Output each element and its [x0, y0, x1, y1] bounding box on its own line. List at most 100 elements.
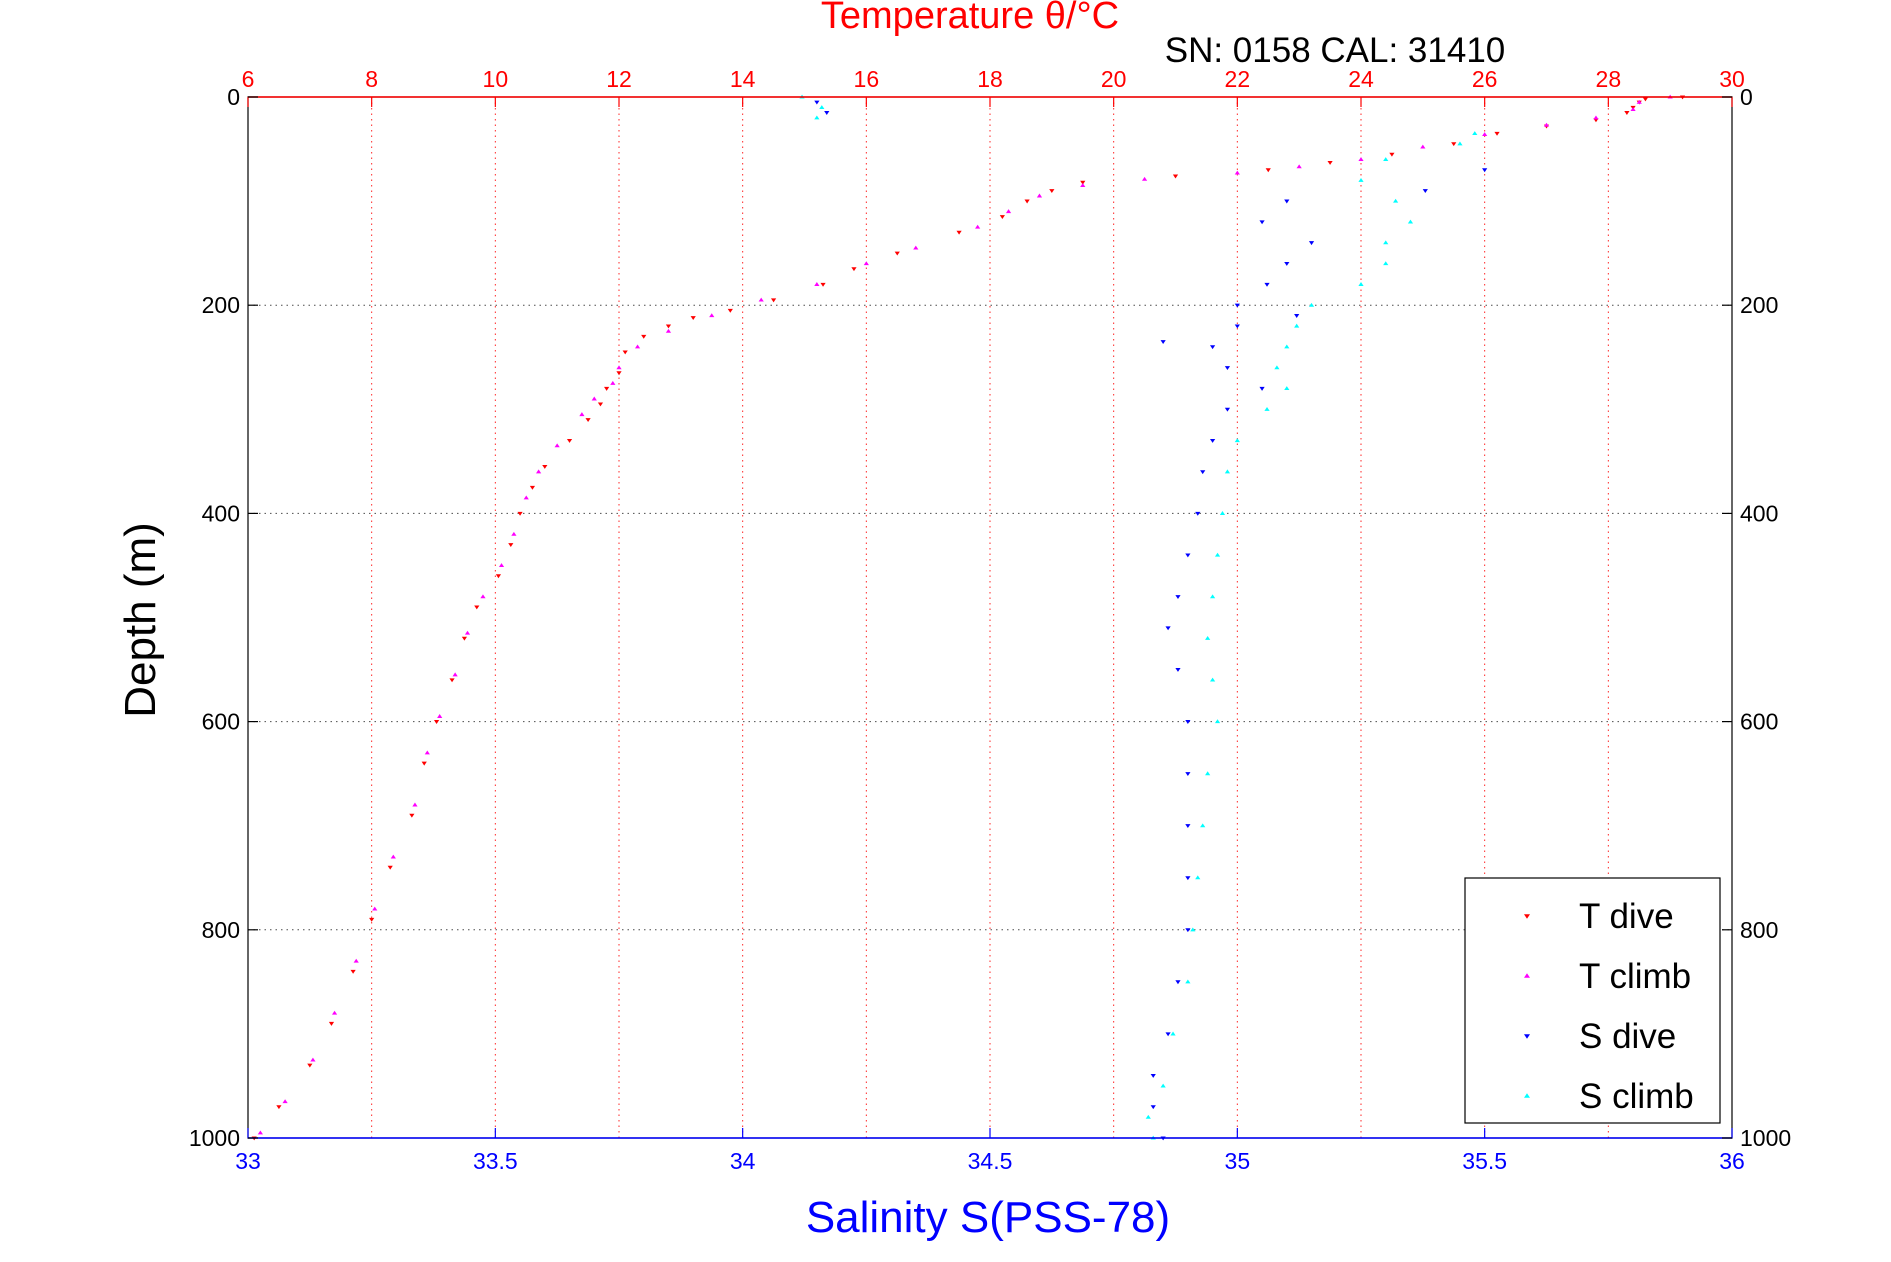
data-point — [257, 1130, 263, 1135]
data-point — [591, 396, 597, 401]
data-point — [894, 251, 900, 256]
data-point — [999, 215, 1005, 220]
data-point — [390, 854, 396, 859]
right-axis-tick-label: 800 — [1740, 917, 1778, 943]
data-point — [1195, 511, 1201, 516]
right-axis-tick-label: 400 — [1740, 500, 1778, 526]
legend-label: S climb — [1579, 1077, 1694, 1116]
data-point — [372, 906, 378, 911]
data-point — [1200, 823, 1206, 828]
data-point — [328, 1021, 335, 1026]
data-point — [1172, 174, 1179, 179]
data-point — [758, 297, 764, 302]
data-point — [1284, 386, 1290, 391]
data-point — [1358, 157, 1364, 162]
data-point — [1160, 340, 1166, 344]
data-point — [863, 261, 869, 266]
right-axis-tick-label: 1000 — [1740, 1125, 1791, 1151]
data-point — [1175, 667, 1181, 672]
data-point — [1284, 199, 1290, 204]
data-point — [409, 813, 415, 818]
data-point — [1383, 261, 1389, 266]
data-point — [433, 720, 440, 724]
data-point — [1234, 170, 1240, 175]
data-point — [517, 511, 523, 516]
right-axis-tick-label: 600 — [1740, 709, 1778, 735]
left-axis-tick-label: 0 — [227, 84, 240, 110]
data-point — [1472, 131, 1478, 135]
data-point — [282, 1099, 288, 1104]
data-point — [1185, 979, 1191, 984]
data-point — [690, 316, 696, 321]
data-point — [604, 386, 610, 391]
top-axis-tick-label: 16 — [854, 66, 880, 92]
data-point — [461, 636, 468, 641]
data-point — [616, 365, 622, 370]
data-point — [495, 574, 502, 579]
data-point — [1185, 720, 1191, 724]
data-point — [1259, 386, 1265, 391]
chart-title: Temperature θ/°C — [821, 0, 1119, 37]
legend-label: T dive — [1579, 897, 1674, 936]
data-point — [1308, 302, 1315, 307]
data-point — [1205, 771, 1211, 776]
data-point — [1185, 824, 1191, 829]
data-point — [1185, 553, 1191, 558]
legend-marker — [1524, 1093, 1530, 1098]
data-point — [1274, 365, 1280, 370]
legend-items: T dive T climb S dive S climb — [1524, 897, 1694, 1116]
top-axis-tick-label: 30 — [1719, 66, 1745, 92]
data-point — [421, 761, 427, 766]
top-axis-tick-label: 10 — [483, 66, 509, 92]
top-axis-tick-label: 6 — [242, 66, 255, 92]
data-point — [709, 313, 715, 318]
data-point — [1210, 438, 1216, 443]
data-point — [1205, 635, 1211, 640]
data-point — [975, 224, 981, 229]
data-point — [1358, 282, 1364, 286]
data-point — [814, 282, 820, 286]
data-point — [1457, 141, 1463, 146]
data-point — [585, 418, 591, 423]
data-point — [1234, 324, 1240, 329]
bottom-axis-tick-label: 35 — [1225, 1148, 1251, 1174]
data-point — [449, 678, 455, 683]
data-point — [1219, 511, 1226, 515]
legend: T dive T climb S dive S climb — [1464, 877, 1721, 1124]
data-point — [566, 438, 573, 443]
data-point — [1284, 262, 1290, 266]
y-axis-label: Depth (m) — [116, 522, 165, 718]
bottom-axis-tick-label: 34.5 — [968, 1148, 1013, 1174]
data-point — [1383, 240, 1389, 245]
data-point — [1593, 115, 1599, 120]
data-point — [1170, 1031, 1176, 1036]
data-point — [1214, 719, 1221, 724]
data-point — [350, 969, 356, 974]
data-point — [1005, 209, 1012, 214]
data-point — [1210, 677, 1216, 682]
data-point — [727, 308, 733, 313]
data-point — [1259, 220, 1265, 225]
legend-label: S dive — [1579, 1017, 1676, 1056]
data-point — [1393, 198, 1399, 203]
data-point — [331, 1010, 338, 1015]
legend-box — [1464, 877, 1721, 1124]
data-point — [1185, 772, 1191, 776]
data-point — [1214, 552, 1221, 557]
data-point — [1284, 344, 1290, 349]
data-point — [634, 344, 641, 349]
data-point — [1482, 168, 1488, 173]
left-axis-tick-label: 1000 — [189, 1125, 240, 1151]
legend-marker — [1524, 914, 1530, 919]
data-point — [956, 230, 962, 235]
data-point — [1494, 131, 1500, 136]
data-point — [1234, 438, 1240, 443]
series-t-climb — [257, 94, 1673, 1135]
data-point — [480, 594, 486, 599]
data-point — [1175, 980, 1181, 985]
data-point — [622, 350, 628, 355]
data-point — [1210, 594, 1216, 599]
left-axis-tick-label: 400 — [202, 500, 240, 526]
data-point — [1165, 1032, 1171, 1037]
